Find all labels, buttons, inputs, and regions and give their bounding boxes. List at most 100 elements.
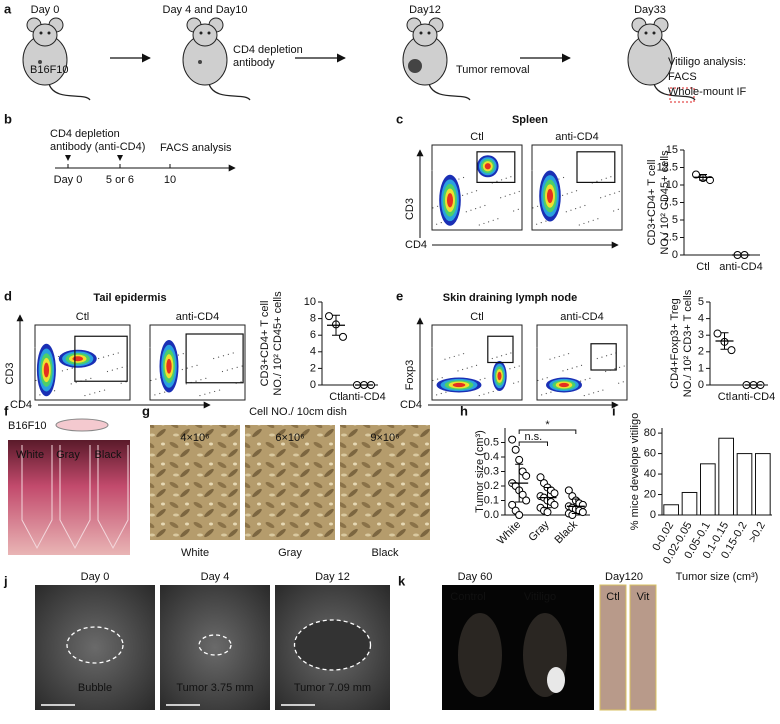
flow-event xyxy=(232,352,234,354)
skin-photo xyxy=(35,585,155,710)
y-tick-label: 7.5 xyxy=(663,196,678,208)
injection-marker xyxy=(65,155,71,161)
flow-event xyxy=(571,191,573,193)
flow-event xyxy=(592,219,594,221)
error-bar xyxy=(699,174,707,181)
flow-event xyxy=(227,353,229,355)
flow-event xyxy=(458,354,460,356)
flow-density xyxy=(452,382,466,388)
mouse-icon xyxy=(22,17,91,101)
label: Day120 xyxy=(605,571,643,583)
flow-event xyxy=(475,190,478,192)
panel-label: i xyxy=(612,403,616,418)
x-tick-label: anti-CD4 xyxy=(732,391,775,403)
flow-event xyxy=(478,394,480,397)
flow-event xyxy=(497,218,499,220)
label: Control xyxy=(450,591,485,603)
tumor xyxy=(408,59,422,73)
label: CD4 xyxy=(400,399,422,411)
panel-label: b xyxy=(4,111,12,126)
flow-event xyxy=(159,392,161,395)
flow-event xyxy=(466,193,468,195)
flow-event xyxy=(483,393,485,395)
flow-event xyxy=(513,366,516,369)
flow-event xyxy=(102,356,105,358)
flow-event xyxy=(609,194,611,196)
flow-event xyxy=(432,379,434,382)
flow-event xyxy=(505,177,507,179)
label: Vitiligo xyxy=(524,591,556,603)
y-tick-label: 0.3 xyxy=(484,465,499,477)
y-tick-label: 0.2 xyxy=(484,480,499,492)
data-point xyxy=(550,500,559,509)
flow-event xyxy=(558,178,560,180)
label: antibody xyxy=(233,57,275,69)
y-tick-label: 4 xyxy=(698,313,704,325)
flow-event xyxy=(200,379,202,381)
flow-gate xyxy=(576,151,616,184)
y-tick-label: 1 xyxy=(698,362,704,374)
flow-event xyxy=(600,197,602,199)
label: Cell NO./ 10cm dish xyxy=(249,406,347,418)
panel-label: h xyxy=(460,403,468,418)
flow-event xyxy=(513,382,515,384)
cell-photo xyxy=(340,425,430,540)
label: Skin draining lymph node xyxy=(443,292,577,304)
flow-event xyxy=(517,381,519,383)
flow-event xyxy=(500,197,502,199)
label: 5 or 6 xyxy=(106,174,134,186)
flow-event xyxy=(199,394,201,397)
flow-gate xyxy=(590,343,617,371)
flow-event xyxy=(510,352,512,354)
label: White xyxy=(16,449,44,461)
tube xyxy=(59,445,91,550)
error-bar xyxy=(332,314,340,336)
flow-event xyxy=(500,179,503,181)
y-tick-label: 5 xyxy=(698,296,704,308)
flow-event xyxy=(177,354,180,356)
flow-event xyxy=(90,377,92,379)
label: 10 xyxy=(164,174,176,186)
data-point xyxy=(568,511,577,519)
flow-event xyxy=(479,206,481,208)
label: 9×10⁶ xyxy=(370,432,399,444)
label: Ctl xyxy=(470,311,483,323)
flow-event xyxy=(214,390,216,393)
bar xyxy=(736,453,753,516)
flow-event xyxy=(531,169,533,172)
mouse-eye xyxy=(47,31,51,35)
flow-event xyxy=(444,358,446,360)
mouse-eye xyxy=(419,31,423,35)
flow-event xyxy=(584,204,586,207)
data-point xyxy=(515,511,524,519)
tail-box xyxy=(669,87,695,103)
flow-event xyxy=(457,370,459,372)
flow-event xyxy=(164,391,166,393)
flow-event xyxy=(484,377,486,379)
flow-density xyxy=(43,362,50,378)
mouse-eye xyxy=(652,31,656,35)
data-point xyxy=(536,473,545,482)
flow-event xyxy=(154,394,156,396)
label: anti-CD4 xyxy=(555,131,598,143)
tube xyxy=(21,445,53,550)
flow-event xyxy=(618,190,620,193)
label: Tumor removal xyxy=(456,64,530,76)
data-point xyxy=(339,332,347,341)
flow-event xyxy=(613,192,616,194)
flow-event xyxy=(618,382,620,384)
flow-event xyxy=(491,357,493,360)
panel-label: c xyxy=(396,111,403,126)
flow-event xyxy=(578,224,580,226)
label: Day 0 xyxy=(81,571,110,583)
label: anti-CD4 xyxy=(176,311,219,323)
label: 4×10⁶ xyxy=(180,432,209,444)
flow-event xyxy=(580,380,582,382)
flow-event xyxy=(483,222,485,225)
tumor-outline xyxy=(66,626,124,664)
flow-event xyxy=(458,178,460,180)
y-tick-label: 0 xyxy=(698,379,704,391)
flow-event xyxy=(580,364,583,366)
